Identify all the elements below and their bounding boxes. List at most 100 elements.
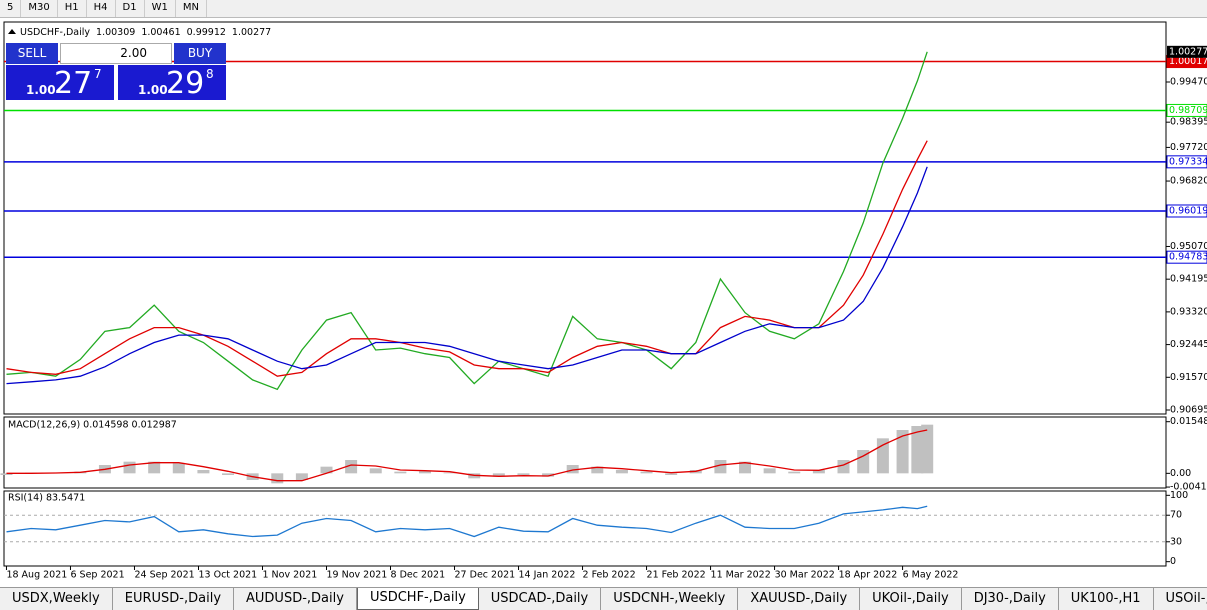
- symbol-header: USDCHF-,Daily 1.00309 1.00461 0.99912 1.0027…: [20, 27, 271, 38]
- timeframe-button[interactable]: MN: [176, 0, 207, 17]
- macd-tick-label: 0.015489: [1170, 416, 1207, 427]
- rsi-tick-label: 0: [1170, 556, 1176, 567]
- price-label: 0.95070: [1170, 241, 1207, 252]
- macd-bar: [320, 466, 333, 474]
- macd-tick-label: -0.004118: [1170, 482, 1207, 493]
- date-label: 6 May 2022: [903, 570, 959, 581]
- rsi-tick-label: 70: [1170, 510, 1182, 521]
- signal-line: [6, 429, 928, 482]
- date-label: 14 Jan 2022: [519, 570, 576, 581]
- chart-tab[interactable]: UKOil-,Daily: [860, 588, 962, 610]
- sell-button[interactable]: SELL: [6, 43, 58, 64]
- macd-tick-label: 0.00: [1170, 468, 1191, 479]
- timeframe-button[interactable]: H4: [87, 0, 116, 17]
- date-label: 1 Nov 2021: [262, 570, 317, 581]
- macd-bar: [148, 461, 161, 474]
- indicator-line: [6, 166, 928, 385]
- lot-input[interactable]: 2.00: [60, 43, 172, 64]
- price-big: 29: [166, 66, 205, 101]
- chart-tab[interactable]: USDCHF-,Daily: [356, 588, 479, 610]
- rsi-tick-label: 30: [1170, 536, 1182, 547]
- timeframe-button[interactable]: W1: [145, 0, 176, 17]
- collapse-icon[interactable]: [8, 29, 16, 34]
- macd-bar: [591, 466, 604, 474]
- header-field: 1.00277: [232, 27, 271, 38]
- date-label: 21 Feb 2022: [647, 570, 706, 581]
- level-tag: [1166, 204, 1207, 218]
- timeframe-button[interactable]: H1: [58, 0, 87, 17]
- macd-bar: [665, 473, 678, 475]
- price-label: 0.90695: [1170, 405, 1207, 416]
- macd-bar: [222, 473, 235, 475]
- header-field: 1.00461: [141, 27, 180, 38]
- level-tag: [1166, 250, 1207, 264]
- price-sup: 7: [94, 67, 102, 81]
- macd-bar: [517, 473, 530, 475]
- header-field: USDCHF-,Daily: [20, 27, 90, 38]
- rsi-tick-label: 100: [1170, 490, 1188, 501]
- level-tag: [1166, 103, 1207, 117]
- macd-bar: [394, 471, 407, 474]
- buy-button[interactable]: BUY: [174, 43, 226, 64]
- chart-tabs: USDX,Weekly EURUSD-,Daily AUDUSD-,Daily USD…: [0, 587, 1207, 610]
- date-label: 11 Mar 2022: [711, 570, 771, 581]
- macd-bar: [172, 463, 185, 474]
- timeframe-button[interactable]: D1: [116, 0, 145, 17]
- current-price-tag: [1167, 45, 1207, 58]
- macd-bar: [123, 461, 136, 474]
- macd-bar: [640, 471, 653, 474]
- chart-tab[interactable]: UK100-,H1: [1059, 588, 1154, 610]
- macd-bar: [837, 460, 850, 474]
- macd-bar: [197, 470, 210, 474]
- timeframe-button[interactable]: 5: [0, 0, 22, 17]
- rsi-frame: [3, 490, 1167, 567]
- macd-bar: [492, 473, 505, 477]
- current-price: 1.00277: [1169, 46, 1207, 57]
- macd-bar: [788, 471, 801, 474]
- timeframe-button[interactable]: M30: [21, 0, 58, 17]
- price-line: [6, 51, 928, 391]
- timeframe-toolbar: 5 M30 H1 H4 D1 W1 MN: [0, 0, 1207, 18]
- date-label: 13 Oct 2021: [198, 570, 257, 581]
- chart-tab[interactable]: USDCAD-,Daily: [479, 588, 602, 610]
- level-label: 1.00017: [1169, 56, 1207, 67]
- price-line: [6, 505, 928, 538]
- macd-bar: [295, 473, 308, 480]
- chart-tab[interactable]: USOil-,Daily: [1154, 588, 1207, 610]
- price-label: 0.94195: [1170, 274, 1207, 285]
- date-label: 18 Apr 2022: [839, 570, 898, 581]
- price-small: 1.00: [26, 83, 56, 97]
- chart-tab[interactable]: EURUSD-,Daily: [113, 588, 235, 610]
- level-label: 0.98709: [1169, 105, 1207, 116]
- macd-bar: [921, 424, 934, 474]
- level-tag: [1166, 155, 1207, 169]
- date-label: 18 Aug 2021: [6, 570, 67, 581]
- price-small: 1.00: [138, 83, 168, 97]
- macd-bar: [739, 461, 752, 474]
- macd-bar: [566, 465, 579, 474]
- macd-bar: [714, 460, 727, 474]
- price-label: 0.93320: [1170, 306, 1207, 317]
- price-big: 27: [54, 66, 93, 101]
- chart-tab[interactable]: DJ30-,Daily: [962, 588, 1059, 610]
- macd-frame: [3, 416, 1167, 489]
- date-label: 19 Nov 2021: [327, 570, 388, 581]
- sell-price[interactable]: 1.00 27 7: [6, 65, 114, 101]
- header-field: 1.00309: [96, 27, 135, 38]
- date-label: 8 Dec 2021: [391, 570, 446, 581]
- level-label: 0.96019: [1169, 205, 1207, 216]
- macd-bar: [911, 426, 924, 474]
- price-label: 0.91570: [1170, 372, 1207, 383]
- chart-tab[interactable]: USDX,Weekly: [0, 588, 113, 610]
- chart-tab[interactable]: AUDUSD-,Daily: [234, 588, 357, 610]
- buy-price[interactable]: 1.00 29 8: [118, 65, 226, 101]
- chart-tab[interactable]: USDCNH-,Weekly: [601, 588, 739, 610]
- macd-bar: [418, 470, 431, 474]
- chart-window: USDCHF-,Daily 1.00309 1.00461 0.99912 1.0027…: [0, 21, 1207, 581]
- rsi-label: RSI(14) 83.5471: [8, 493, 85, 504]
- chart-tab[interactable]: XAUUSD-,Daily: [738, 588, 861, 610]
- date-label: 2 Feb 2022: [583, 570, 636, 581]
- macd-bar: [857, 450, 870, 474]
- macd-bar: [271, 473, 284, 484]
